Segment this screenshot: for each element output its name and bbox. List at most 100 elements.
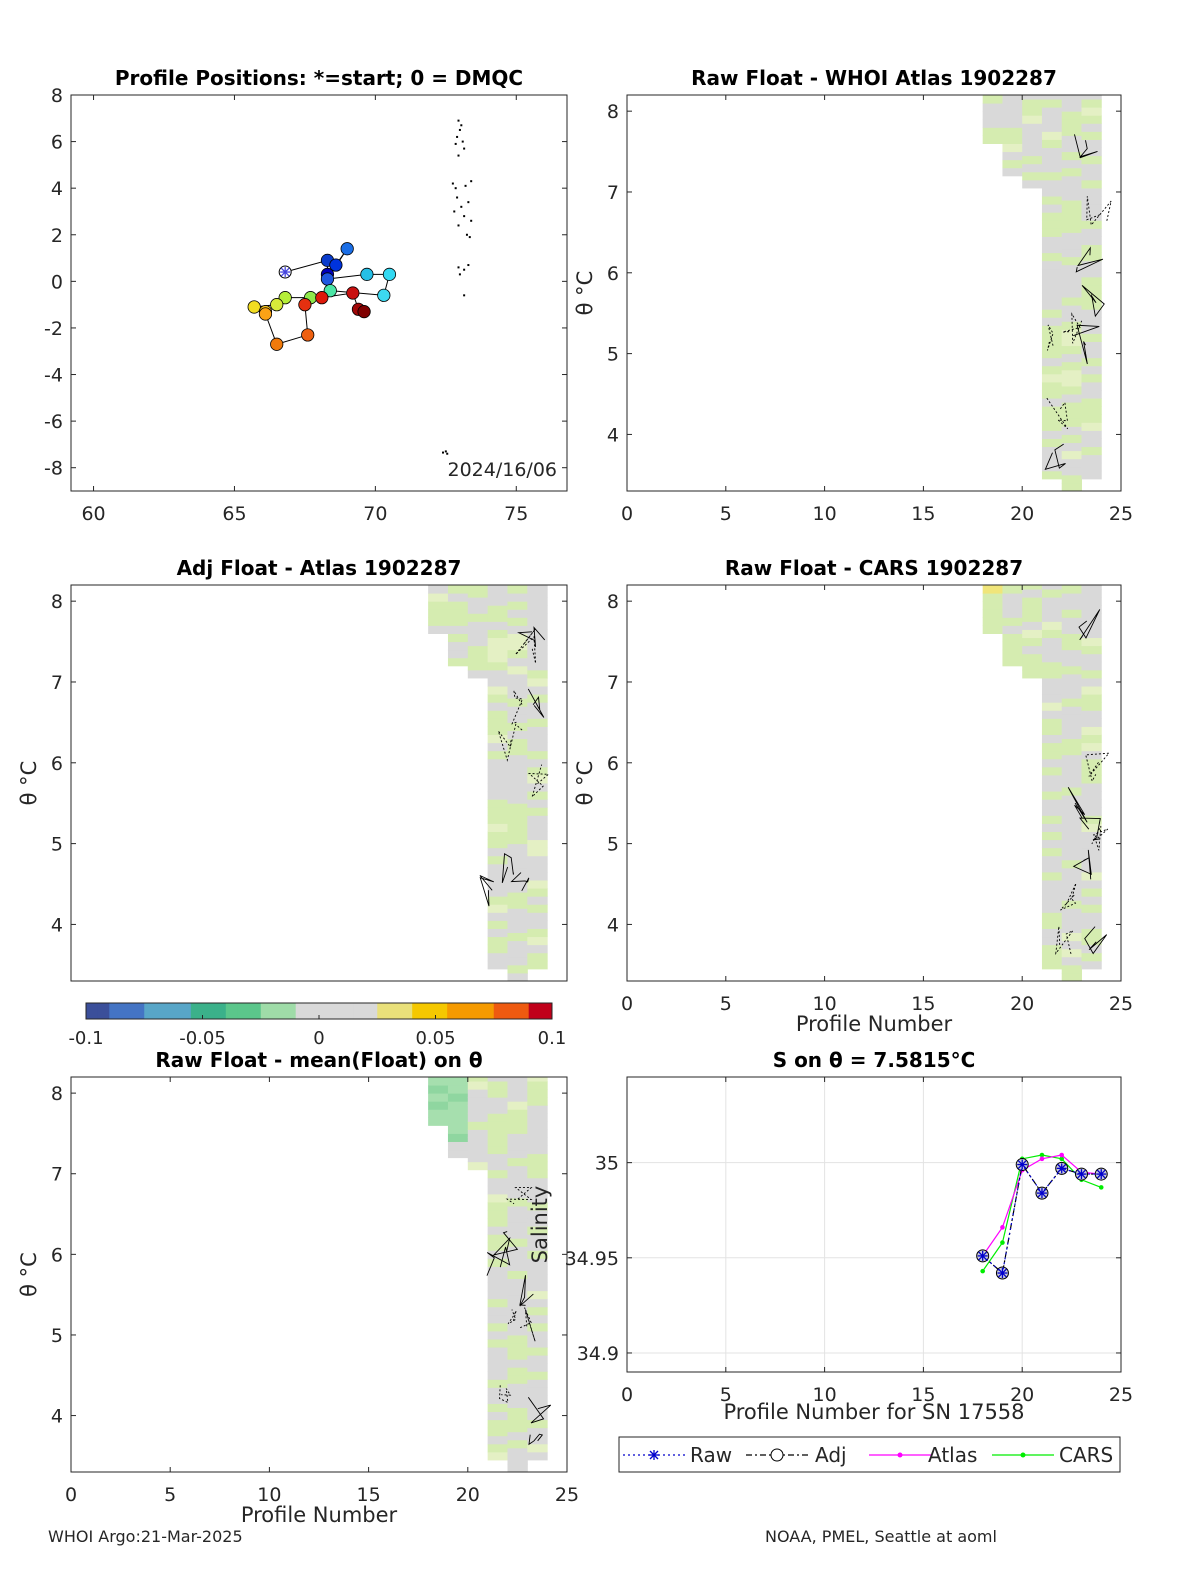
adj_atlas-cell xyxy=(507,738,528,748)
raw_mean-cell xyxy=(527,1226,548,1235)
raw_mean-cell xyxy=(487,1105,508,1114)
salinity-ylabel: Salinity xyxy=(528,1186,552,1264)
raw_cars-cell xyxy=(1022,629,1043,639)
raw_mean-xtick-label: 20 xyxy=(456,1484,480,1506)
adj_atlas-cell xyxy=(527,871,548,881)
raw_mean-cell xyxy=(527,1210,548,1219)
raw_cars-cell xyxy=(1061,859,1082,869)
adj_atlas-cell xyxy=(507,641,528,651)
raw_atlas-cell xyxy=(1002,127,1023,136)
raw_cars-cell xyxy=(1002,585,1023,594)
raw_mean-cell xyxy=(527,1129,548,1138)
raw_atlas-cell xyxy=(1061,272,1082,282)
adj_atlas-cell xyxy=(527,815,548,824)
raw_cars-cell xyxy=(1061,698,1082,707)
raw_atlas-cell xyxy=(1081,196,1102,205)
raw_cars-cell xyxy=(1081,726,1102,736)
point-raw-star xyxy=(1017,1159,1028,1170)
raw_atlas-cell xyxy=(1041,163,1063,173)
point-raw-stroke xyxy=(997,1268,1007,1278)
raw_mean-cell xyxy=(527,1177,548,1187)
adj_atlas-cell xyxy=(507,964,528,974)
raw_atlas-cell xyxy=(1061,434,1082,444)
raw_mean-cell xyxy=(507,1141,528,1151)
raw_atlas-cell xyxy=(1022,139,1043,149)
point-raw-star xyxy=(1056,1163,1067,1174)
raw_mean-cell xyxy=(527,1274,548,1284)
raw_cars-cell xyxy=(1061,843,1082,853)
raw_atlas-cell xyxy=(1061,95,1082,96)
raw_mean-cell xyxy=(527,1363,548,1372)
raw_mean-cell xyxy=(487,1081,508,1090)
raw_atlas-xtick-label: 5 xyxy=(720,503,732,525)
legend-marker-raw xyxy=(649,1450,659,1460)
raw_mean-cell xyxy=(487,1129,508,1138)
raw_cars-cell xyxy=(1041,629,1063,639)
positions-date-annotation: 2024/16/06 xyxy=(447,459,557,481)
raw_mean-cell xyxy=(428,1077,449,1086)
raw_cars-contour xyxy=(1055,926,1074,956)
raw_mean-cell xyxy=(487,1298,508,1308)
raw_cars-cell xyxy=(1081,710,1102,719)
position-dot xyxy=(451,182,454,185)
position-dot xyxy=(461,140,464,143)
raw_atlas-cell xyxy=(1041,187,1063,197)
raw_mean-cell xyxy=(467,1113,489,1122)
colorbar-swatch xyxy=(365,1003,378,1019)
colorbar-swatch xyxy=(528,1003,541,1019)
raw_mean-xtick-label: 15 xyxy=(357,1484,381,1506)
raw_mean-cell xyxy=(527,1427,548,1437)
adj_atlas-cell xyxy=(447,617,469,626)
raw_atlas-cell xyxy=(1041,446,1063,456)
raw_atlas-cell xyxy=(1041,147,1063,157)
raw_mean-cell xyxy=(527,1089,548,1098)
raw_atlas-cell xyxy=(1061,248,1082,258)
raw_mean-contour xyxy=(527,1397,552,1424)
adj_atlas-ytick-label: 5 xyxy=(51,834,63,856)
raw_atlas-cell xyxy=(1061,159,1082,169)
adj_atlas-cell xyxy=(428,601,449,610)
raw_cars-cell xyxy=(1061,827,1082,837)
raw_cars-cell xyxy=(1061,778,1082,788)
raw_mean-cell xyxy=(467,1089,489,1098)
legend-label-cars: CARS xyxy=(1059,1443,1113,1467)
adj_atlas-cell xyxy=(527,791,548,800)
adj_atlas-cell xyxy=(527,718,548,727)
raw_mean-cell xyxy=(487,1274,508,1284)
raw_atlas-cell xyxy=(1081,398,1102,407)
salinity-ytick-label: 35 xyxy=(595,1153,619,1175)
colorbar-swatch xyxy=(295,1003,308,1019)
raw_cars-cell xyxy=(1002,625,1023,634)
adj_atlas-cell xyxy=(507,601,528,610)
raw_cars-cell xyxy=(1041,758,1063,768)
raw_cars-cell xyxy=(1061,940,1082,950)
raw_atlas-cell xyxy=(1041,341,1063,351)
raw_atlas-cell xyxy=(1061,474,1082,484)
adj_atlas-cell xyxy=(487,645,508,655)
raw_cars-cell xyxy=(1041,605,1063,614)
position-dot xyxy=(454,142,457,145)
raw_cars-cell xyxy=(1061,964,1082,974)
raw_atlas-cell xyxy=(1081,212,1102,221)
adj_atlas-cell xyxy=(467,613,489,622)
adj_atlas-cell xyxy=(507,843,528,853)
raw_atlas-cell xyxy=(1041,349,1063,359)
raw_cars-cell xyxy=(1041,613,1063,622)
adj_atlas-cell xyxy=(527,831,548,841)
raw_cars-cell xyxy=(1041,912,1063,921)
adj_atlas-cell xyxy=(487,920,508,929)
raw_mean-cell xyxy=(507,1238,528,1247)
raw_cars-cell xyxy=(1022,661,1043,671)
point-raw-stroke xyxy=(978,1251,988,1261)
raw_mean-cell xyxy=(527,1105,548,1114)
colorbar-swatch xyxy=(167,1003,180,1019)
raw_mean-cell xyxy=(507,1222,528,1231)
raw_mean-cell xyxy=(428,1117,449,1126)
raw_atlas-cell xyxy=(1061,232,1082,241)
raw_atlas-cell xyxy=(1061,224,1082,233)
raw_mean-cell xyxy=(447,1149,469,1159)
adj_atlas-cell xyxy=(527,766,548,776)
adj_atlas-cell xyxy=(447,601,469,610)
colorbar-tick-label: 0.1 xyxy=(538,1028,567,1049)
raw_atlas-cell xyxy=(1081,357,1102,367)
